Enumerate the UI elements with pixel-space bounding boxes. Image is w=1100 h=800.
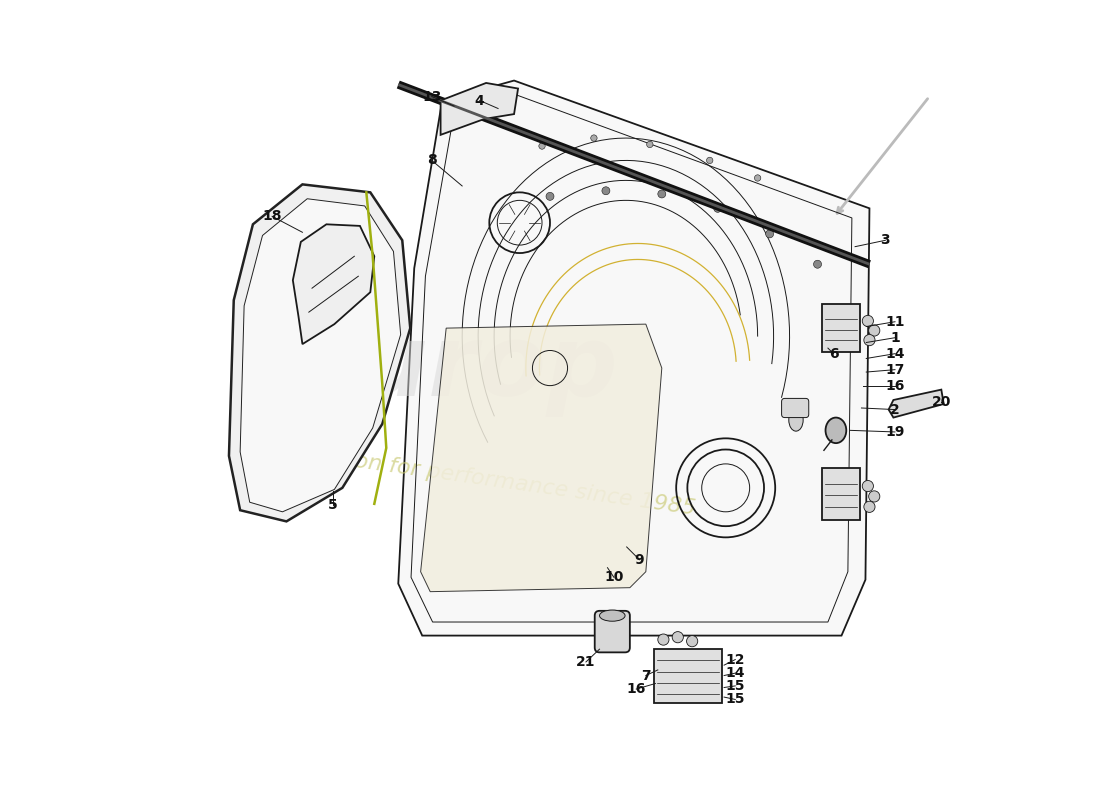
Circle shape <box>647 142 653 148</box>
Circle shape <box>672 631 683 642</box>
Text: 19: 19 <box>886 425 904 439</box>
Polygon shape <box>398 81 869 635</box>
Text: 15: 15 <box>726 693 745 706</box>
Text: 8: 8 <box>427 154 437 167</box>
Text: 7: 7 <box>641 669 650 682</box>
Circle shape <box>869 491 880 502</box>
Text: europ: europ <box>289 319 618 417</box>
Circle shape <box>686 635 697 646</box>
Polygon shape <box>229 184 410 522</box>
Circle shape <box>862 481 873 492</box>
Text: 16: 16 <box>886 378 904 393</box>
Circle shape <box>539 143 546 150</box>
Ellipse shape <box>600 610 625 622</box>
Ellipse shape <box>825 418 846 443</box>
Text: 15: 15 <box>726 679 745 693</box>
Circle shape <box>814 260 822 268</box>
Text: 2: 2 <box>890 402 900 417</box>
Polygon shape <box>293 224 374 344</box>
Text: 16: 16 <box>627 682 646 696</box>
Polygon shape <box>441 83 518 135</box>
Text: 3: 3 <box>881 234 890 247</box>
Polygon shape <box>420 324 662 592</box>
Circle shape <box>869 325 880 336</box>
Text: 12: 12 <box>726 653 745 666</box>
Text: 14: 14 <box>886 346 904 361</box>
Text: 17: 17 <box>886 362 904 377</box>
Ellipse shape <box>789 409 803 431</box>
FancyBboxPatch shape <box>782 398 808 418</box>
Text: 10: 10 <box>604 570 624 584</box>
FancyBboxPatch shape <box>822 468 860 520</box>
FancyBboxPatch shape <box>653 649 722 703</box>
Circle shape <box>591 135 597 142</box>
Circle shape <box>864 502 874 513</box>
Circle shape <box>766 230 773 238</box>
Polygon shape <box>240 198 400 512</box>
Text: 9: 9 <box>635 553 645 566</box>
Text: 1: 1 <box>890 330 900 345</box>
Text: 21: 21 <box>576 655 596 669</box>
Text: 4: 4 <box>475 94 485 107</box>
Text: 5: 5 <box>328 498 338 513</box>
FancyBboxPatch shape <box>595 611 630 652</box>
Text: 11: 11 <box>886 314 904 329</box>
Polygon shape <box>889 390 944 418</box>
Circle shape <box>706 158 713 164</box>
Circle shape <box>546 192 554 200</box>
Circle shape <box>864 334 874 346</box>
Text: 18: 18 <box>262 210 282 223</box>
Text: 14: 14 <box>726 666 745 680</box>
Circle shape <box>755 174 761 181</box>
Text: 13: 13 <box>422 90 441 103</box>
Circle shape <box>714 204 722 212</box>
FancyBboxPatch shape <box>822 304 860 352</box>
Circle shape <box>602 186 609 194</box>
Text: a passion for performance since 1985: a passion for performance since 1985 <box>276 441 696 519</box>
Circle shape <box>658 634 669 645</box>
Circle shape <box>658 190 666 198</box>
Text: 6: 6 <box>828 346 838 361</box>
Circle shape <box>862 315 873 326</box>
Text: 20: 20 <box>932 394 952 409</box>
